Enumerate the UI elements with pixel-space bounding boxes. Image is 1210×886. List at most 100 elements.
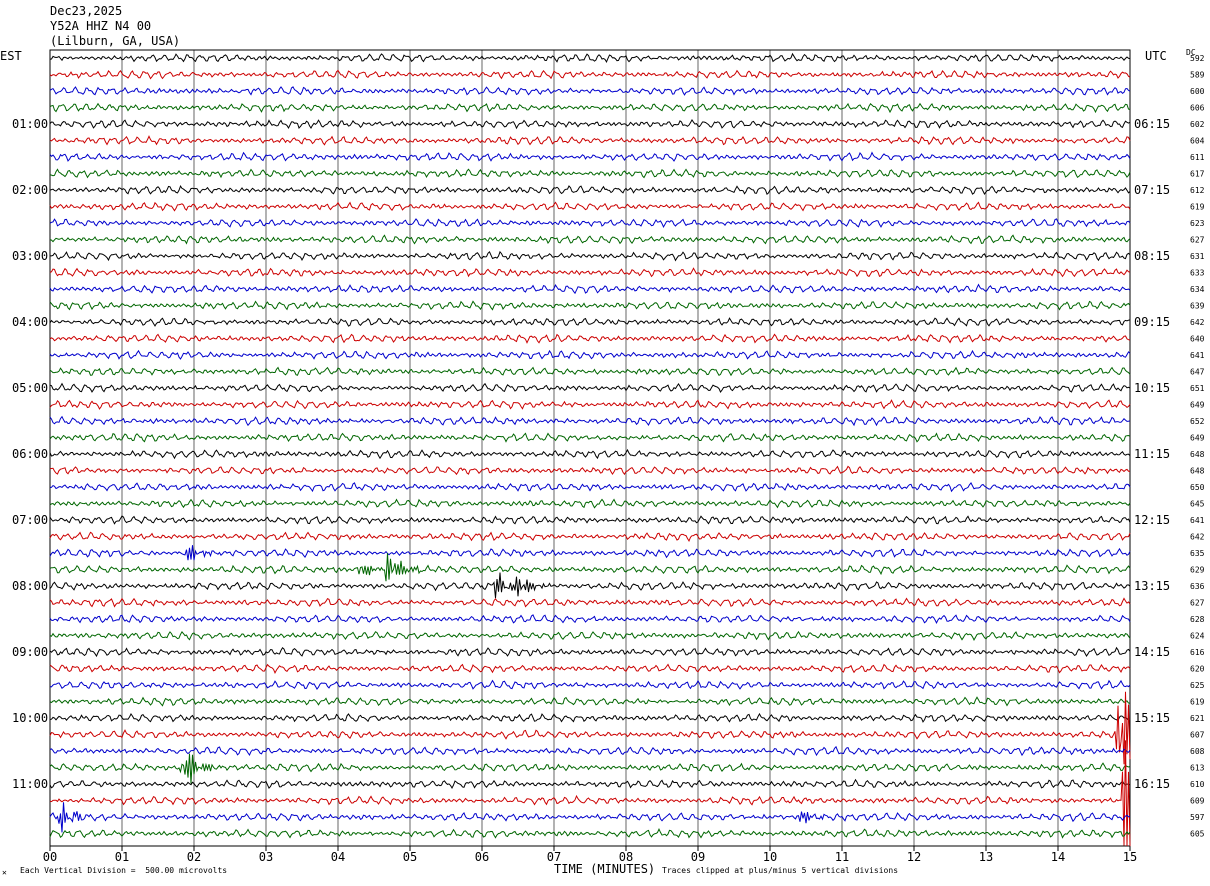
dc-offset-label: 619 xyxy=(1190,698,1205,707)
trace-line xyxy=(49,753,1131,784)
trace-line xyxy=(49,415,1131,427)
x-tick-label: 02 xyxy=(187,850,201,864)
dc-offset-label: 648 xyxy=(1190,450,1205,459)
x-tick-label: 11 xyxy=(835,850,849,864)
trace-line xyxy=(49,597,1131,608)
header-date: Dec23,2025 xyxy=(50,4,123,18)
dc-offset-label: 619 xyxy=(1190,203,1205,212)
dc-offset-label: 613 xyxy=(1190,764,1205,773)
trace-line xyxy=(49,300,1131,311)
x-tick-label: 05 xyxy=(403,850,417,864)
left-zone-label: EST xyxy=(0,49,22,63)
trace-line xyxy=(49,102,1131,114)
trace-line xyxy=(49,778,1131,790)
dc-offset-label: 649 xyxy=(1190,401,1205,410)
trace-line xyxy=(49,646,1131,658)
trace-line xyxy=(49,465,1130,476)
dc-offset-label: 592 xyxy=(1190,54,1205,63)
dc-offset-label: 604 xyxy=(1190,137,1205,146)
left-hour-label: 04:00 xyxy=(12,315,48,329)
right-hour-label: 09:15 xyxy=(1134,315,1170,329)
dc-offset-label: 628 xyxy=(1190,615,1205,624)
left-hour-label: 11:00 xyxy=(12,777,48,791)
dc-offset-label: 647 xyxy=(1190,368,1205,377)
left-hour-label: 08:00 xyxy=(12,579,48,593)
x-tick-label: 07 xyxy=(547,850,561,864)
dc-offset-label: 634 xyxy=(1190,285,1205,294)
dc-offset-label: 627 xyxy=(1190,599,1205,608)
plot-frame xyxy=(49,49,1131,847)
x-tick-label: 12 xyxy=(907,850,921,864)
left-hour-label: 07:00 xyxy=(12,513,48,527)
dc-offset-label: 624 xyxy=(1190,632,1205,641)
corner-mark: ✕ xyxy=(2,868,7,877)
dc-offset-label: 609 xyxy=(1190,797,1205,806)
right-hour-label: 08:15 xyxy=(1134,249,1170,263)
trace-line xyxy=(49,267,1131,278)
trace-line xyxy=(49,201,1131,212)
x-tick-label: 06 xyxy=(475,850,489,864)
dc-offset-label: 650 xyxy=(1190,483,1205,492)
x-tick-label: 04 xyxy=(331,850,345,864)
dc-offset-label: 600 xyxy=(1190,87,1205,96)
trace-line xyxy=(49,498,1131,509)
trace-line xyxy=(49,218,1131,228)
trace-line xyxy=(49,432,1131,443)
trace-line xyxy=(49,572,1131,599)
left-hour-label: 06:00 xyxy=(12,447,48,461)
dc-offset-label: 635 xyxy=(1190,549,1205,558)
trace-line xyxy=(49,448,1131,460)
trace-line xyxy=(49,828,1131,839)
dc-offset-label: 623 xyxy=(1190,219,1205,228)
left-hour-label: 05:00 xyxy=(12,381,48,395)
trace-line xyxy=(49,531,1131,542)
dc-offset-label: 621 xyxy=(1190,714,1205,723)
right-zone-label: UTC xyxy=(1145,49,1167,63)
left-hour-label: 09:00 xyxy=(12,645,48,659)
left-hour-label: 02:00 xyxy=(12,183,48,197)
trace-line xyxy=(49,317,1131,327)
trace-line xyxy=(49,712,1131,723)
x-axis-label: TIME (MINUTES) xyxy=(554,862,656,876)
dc-offset-label: 648 xyxy=(1190,467,1205,476)
trace-line xyxy=(49,184,1131,196)
trace-line xyxy=(49,69,1131,80)
trace-line xyxy=(49,545,1131,561)
trace-line xyxy=(49,151,1131,162)
trace-line xyxy=(49,679,1131,691)
trace-line xyxy=(49,333,1131,344)
dc-offset-label: 636 xyxy=(1190,582,1205,591)
trace-line xyxy=(49,382,1131,393)
dc-offset-label: 611 xyxy=(1190,153,1205,162)
right-hour-label: 11:15 xyxy=(1134,447,1170,461)
dc-offset-label: 641 xyxy=(1190,351,1205,360)
trace-line xyxy=(49,399,1131,410)
dc-offset-label: 625 xyxy=(1190,681,1205,690)
x-tick-label: 08 xyxy=(619,850,633,864)
trace-line xyxy=(49,481,1131,493)
dc-label: DC xyxy=(1186,48,1196,57)
trace-line xyxy=(50,250,1131,262)
dc-offset-label: 652 xyxy=(1190,417,1205,426)
dc-offset-label: 605 xyxy=(1190,830,1205,839)
right-hour-label: 16:15 xyxy=(1134,777,1170,791)
trace-line xyxy=(49,168,1131,179)
x-tick-label: 15 xyxy=(1123,850,1137,864)
trace-line xyxy=(49,691,1131,765)
x-tick-label: 14 xyxy=(1051,850,1065,864)
trace-line xyxy=(49,740,1131,847)
dc-offset-label: 631 xyxy=(1190,252,1205,261)
clip-note: Traces clipped at plus/minus 5 vertical … xyxy=(662,866,899,875)
trace-line xyxy=(49,553,1131,582)
dc-offset-label: 608 xyxy=(1190,747,1205,756)
left-hour-label: 01:00 xyxy=(12,117,48,131)
right-hour-label: 12:15 xyxy=(1134,513,1170,527)
trace-line xyxy=(49,745,1131,757)
right-hour-label: 10:15 xyxy=(1134,381,1170,395)
trace-line xyxy=(49,630,1131,641)
right-hour-label: 14:15 xyxy=(1134,645,1170,659)
trace-line xyxy=(49,802,1131,833)
dc-offset-label: 589 xyxy=(1190,71,1205,80)
dc-offset-label: 602 xyxy=(1190,120,1205,129)
